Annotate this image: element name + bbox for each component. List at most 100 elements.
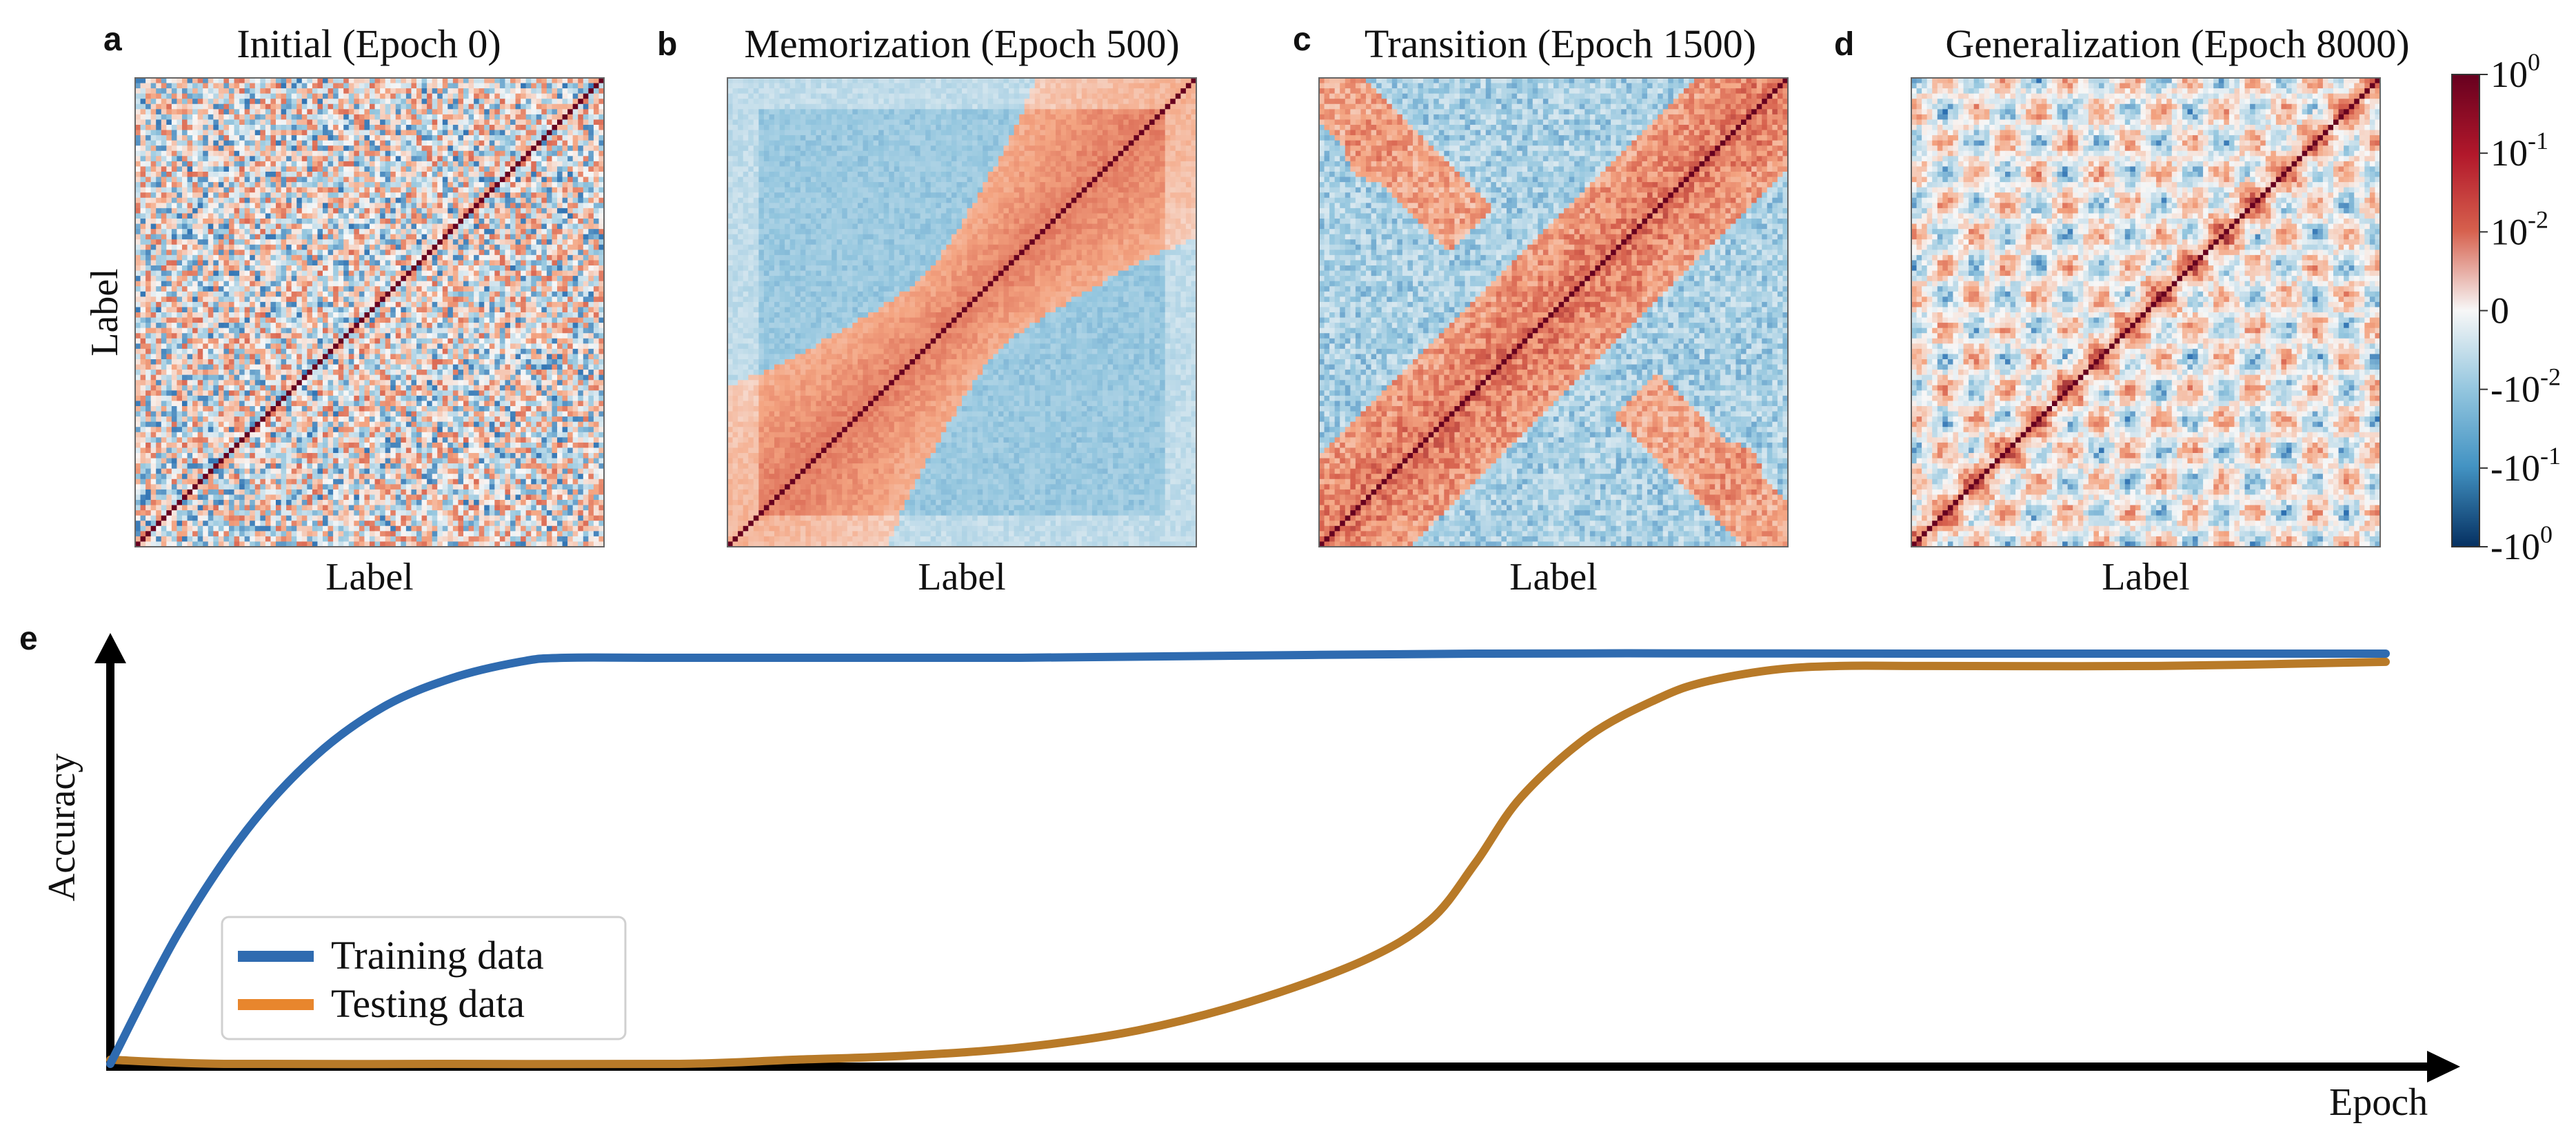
heatmap-cell [281, 229, 287, 234]
heatmap-cell [505, 88, 510, 94]
heatmap-cell [229, 78, 234, 83]
heatmap-cell [323, 192, 328, 198]
heatmap-cell [416, 292, 422, 297]
heatmap-cell [390, 359, 396, 365]
heatmap-cell [156, 198, 161, 203]
heatmap-cell [500, 323, 505, 328]
heatmap-cell [479, 276, 485, 281]
heatmap-cell [276, 260, 281, 265]
heatmap-cell [213, 161, 219, 167]
heatmap-cell [265, 276, 271, 281]
heatmap-cell [161, 182, 167, 188]
heatmap-cell [156, 354, 161, 359]
heatmap-cell [547, 208, 552, 214]
heatmap-cell [500, 250, 505, 255]
heatmap-cell [151, 307, 157, 312]
heatmap-cell [411, 203, 416, 208]
heatmap-cell [447, 130, 453, 136]
heatmap-cell [239, 328, 245, 334]
heatmap-cell [479, 296, 485, 302]
heatmap-cell [469, 333, 474, 339]
heatmap-cell [521, 135, 526, 141]
heatmap-cell [161, 141, 167, 146]
heatmap-cell [145, 229, 151, 234]
heatmap-cell [573, 188, 578, 193]
heatmap-cell [161, 188, 167, 193]
heatmap-cell [463, 271, 469, 276]
heatmap-cell [276, 109, 281, 114]
heatmap-cell [443, 109, 448, 114]
heatmap-cell [469, 265, 474, 271]
heatmap-cell [453, 192, 459, 198]
heatmap-cell [422, 302, 427, 308]
heatmap-cell [526, 239, 532, 245]
heatmap-cell [364, 255, 370, 261]
heatmap-cell [510, 166, 516, 172]
heatmap-cell [234, 141, 240, 146]
heatmap-cell [260, 265, 265, 271]
heatmap-cell [567, 130, 573, 136]
heatmap-cell [479, 192, 485, 198]
heatmap-cell [422, 333, 427, 339]
heatmap-cell [469, 250, 474, 255]
heatmap-cell [541, 151, 547, 157]
heatmap-cell [536, 359, 542, 365]
heatmap-cell [364, 250, 370, 255]
heatmap-cell [213, 312, 219, 318]
heatmap-cell [359, 343, 365, 349]
heatmap-cell [213, 177, 219, 183]
heatmap-cell [385, 296, 391, 302]
heatmap-cell [463, 135, 469, 141]
heatmap-cell [281, 94, 287, 99]
heatmap-cell [500, 172, 505, 177]
heatmap-cell [510, 296, 516, 302]
heatmap-cell [500, 156, 505, 161]
heatmap-cell [427, 292, 432, 297]
heatmap-cell [141, 135, 146, 141]
heatmap-cell [411, 166, 416, 172]
heatmap-cell [339, 145, 344, 151]
heatmap-cell [432, 307, 438, 312]
heatmap-cell [505, 343, 510, 349]
heatmap-cell [427, 359, 432, 365]
heatmap-cell [453, 145, 459, 151]
heatmap-cell [406, 281, 412, 287]
heatmap-cell [390, 203, 396, 208]
heatmap-cell [223, 88, 229, 94]
heatmap-cell [447, 265, 453, 271]
heatmap-cell [213, 255, 219, 261]
heatmap-cell [182, 172, 188, 177]
heatmap-cell [578, 88, 583, 94]
heatmap-cell [567, 145, 573, 151]
heatmap-cell [573, 198, 578, 203]
heatmap-cell [172, 109, 177, 114]
heatmap-cell [270, 213, 276, 219]
heatmap-cell [443, 276, 448, 281]
heatmap-cell [192, 260, 198, 265]
heatmap-cell [573, 307, 578, 312]
heatmap-cell [401, 343, 406, 349]
heatmap-cell [156, 208, 161, 214]
heatmap-cell [292, 188, 297, 193]
heatmap-cell [437, 83, 443, 89]
heatmap-cell [432, 109, 438, 114]
heatmap-cell [145, 151, 151, 157]
heatmap-cell [526, 145, 532, 151]
heatmap-cell [422, 166, 427, 172]
heatmap-cell [474, 145, 479, 151]
heatmap-cell [359, 224, 365, 230]
heatmap-cell [223, 271, 229, 276]
heatmap-cell [145, 255, 151, 261]
heatmap-cell [141, 255, 146, 261]
heatmap-cell [234, 198, 240, 203]
heatmap-cell [281, 213, 287, 219]
heatmap-cell [343, 208, 349, 214]
heatmap-cell [354, 125, 359, 130]
heatmap-cell [370, 130, 375, 136]
heatmap-cell [557, 276, 563, 281]
heatmap-cell [505, 307, 510, 312]
heatmap-cell [156, 255, 161, 261]
heatmap-cell [172, 166, 177, 172]
heatmap-cell [343, 312, 349, 318]
